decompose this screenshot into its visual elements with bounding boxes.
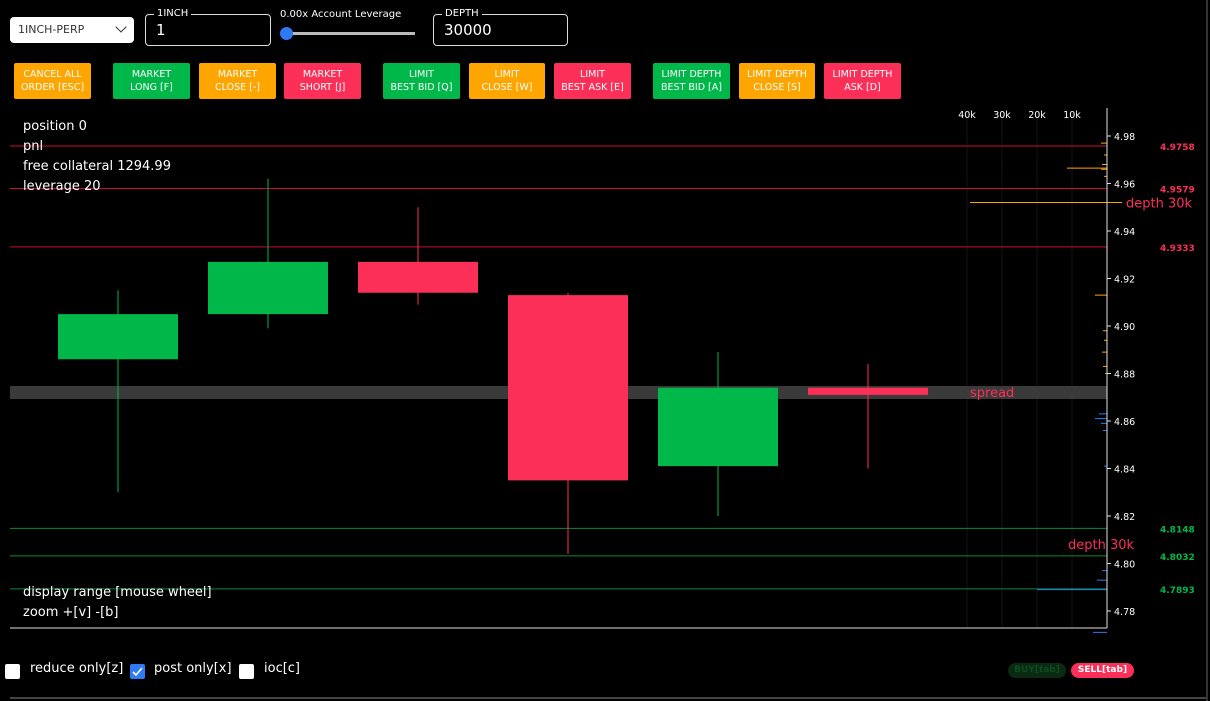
limit-best-bid-button[interactable]: LIMIT BEST BID [Q] — [383, 63, 460, 99]
depth-ask-label: depth 30k — [1126, 197, 1193, 212]
candle-body — [808, 387, 928, 395]
price-tick-label: 4.98 — [1114, 132, 1135, 143]
leverage-text: leverage 20 — [23, 179, 101, 194]
chart-help: display range [mouse wheel] zoom +[v] -[… — [23, 583, 212, 623]
bid-level-label: 4.8032 — [1160, 553, 1195, 563]
symbol-select[interactable]: 1INCH-PERP — [10, 17, 134, 43]
candle-body — [58, 314, 178, 360]
depth-tick-label: 10k — [1063, 110, 1081, 121]
right-edge-divider — [1206, 0, 1208, 701]
depth-tick-label: 20k — [1028, 110, 1046, 121]
check-icon — [132, 667, 143, 677]
size-field[interactable]: 1INCH — [145, 7, 271, 46]
price-tick-label: 4.90 — [1114, 322, 1135, 333]
display-range-text: display range [mouse wheel] — [23, 585, 212, 600]
ask-level-label: 4.9758 — [1160, 143, 1195, 153]
ask-level-label: 4.9579 — [1160, 185, 1195, 195]
leverage-slider-track[interactable] — [287, 32, 415, 35]
price-tick-label: 4.88 — [1114, 370, 1135, 381]
bid-level-label: 4.8148 — [1160, 525, 1195, 535]
post-only-checkbox[interactable] — [130, 664, 145, 679]
pnl-text: pnl — [23, 139, 44, 154]
price-tick-label: 4.84 — [1114, 465, 1135, 476]
bid-level-label: 4.7893 — [1160, 586, 1195, 596]
market-long-button[interactable]: MARKET LONG [F] — [113, 63, 190, 99]
limit-depth-ask-button[interactable]: LIMIT DEPTH ASK [D] — [824, 63, 901, 99]
price-tick-label: 4.86 — [1114, 417, 1135, 428]
buy-side-button[interactable]: BUY[tab] — [1008, 663, 1066, 678]
cancel-all-order-button[interactable]: CANCEL ALL ORDER [ESC] — [14, 63, 91, 99]
limit-depth-best-bid-button[interactable]: LIMIT DEPTH BEST BID [A] — [653, 63, 730, 99]
info-panel: position 0 pnl free collateral 1294.99 l… — [23, 117, 171, 197]
spread-label: spread — [970, 386, 1014, 401]
zoom-text: zoom +[v] -[b] — [23, 605, 119, 620]
price-chart[interactable]: 40k 30k 20k 10k spread 4.9758 4.9579 4.9333 4.81… — [0, 100, 1210, 634]
limit-depth-close-button[interactable]: LIMIT DEPTH CLOSE [S] — [739, 63, 815, 99]
candle-body — [658, 387, 778, 467]
depth-bid-label: depth 30k — [1068, 538, 1135, 553]
price-tick-label: 4.78 — [1114, 607, 1135, 618]
size-field-legend: 1INCH — [154, 7, 192, 21]
depth-field[interactable]: DEPTH — [433, 7, 568, 46]
price-tick-label: 4.80 — [1114, 560, 1135, 571]
candle-body — [358, 261, 478, 293]
free-collateral-text: free collateral 1294.99 — [23, 159, 171, 174]
post-only-label: post only[x] — [154, 661, 232, 676]
ioc-checkbox[interactable] — [239, 664, 254, 679]
price-tick-label: 4.94 — [1114, 227, 1135, 238]
chevron-down-icon — [115, 21, 127, 33]
bottom-divider — [10, 697, 1206, 699]
depth-field-legend: DEPTH — [442, 7, 482, 21]
candle-body — [208, 261, 328, 315]
ask-level-label: 4.9333 — [1160, 244, 1195, 254]
price-tick-label: 4.92 — [1114, 275, 1135, 286]
leverage-slider-thumb[interactable] — [280, 27, 293, 40]
reduce-only-label: reduce only[z] — [30, 661, 124, 676]
leverage-label: 0.00x Account Leverage — [280, 9, 402, 20]
market-close-button[interactable]: MARKET CLOSE [-] — [199, 63, 276, 99]
size-input[interactable] — [156, 21, 256, 39]
candle-body — [508, 295, 628, 481]
price-tick-label: 4.82 — [1114, 512, 1135, 523]
market-short-button[interactable]: MARKET SHORT [J] — [284, 63, 361, 99]
limit-close-button[interactable]: LIMIT CLOSE [W] — [469, 63, 545, 99]
depth-input[interactable] — [444, 21, 544, 39]
limit-best-ask-button[interactable]: LIMIT BEST ASK [E] — [554, 63, 631, 99]
reduce-only-checkbox[interactable] — [5, 664, 20, 679]
sell-side-button[interactable]: SELL[tab] — [1071, 663, 1134, 678]
depth-tick-label: 40k — [958, 110, 976, 121]
depth-tick-label: 30k — [993, 110, 1011, 121]
position-text: position 0 — [23, 119, 87, 134]
ioc-label: ioc[c] — [264, 661, 301, 676]
price-tick-label: 4.96 — [1114, 180, 1135, 191]
symbol-select-value: 1INCH-PERP — [18, 23, 85, 36]
